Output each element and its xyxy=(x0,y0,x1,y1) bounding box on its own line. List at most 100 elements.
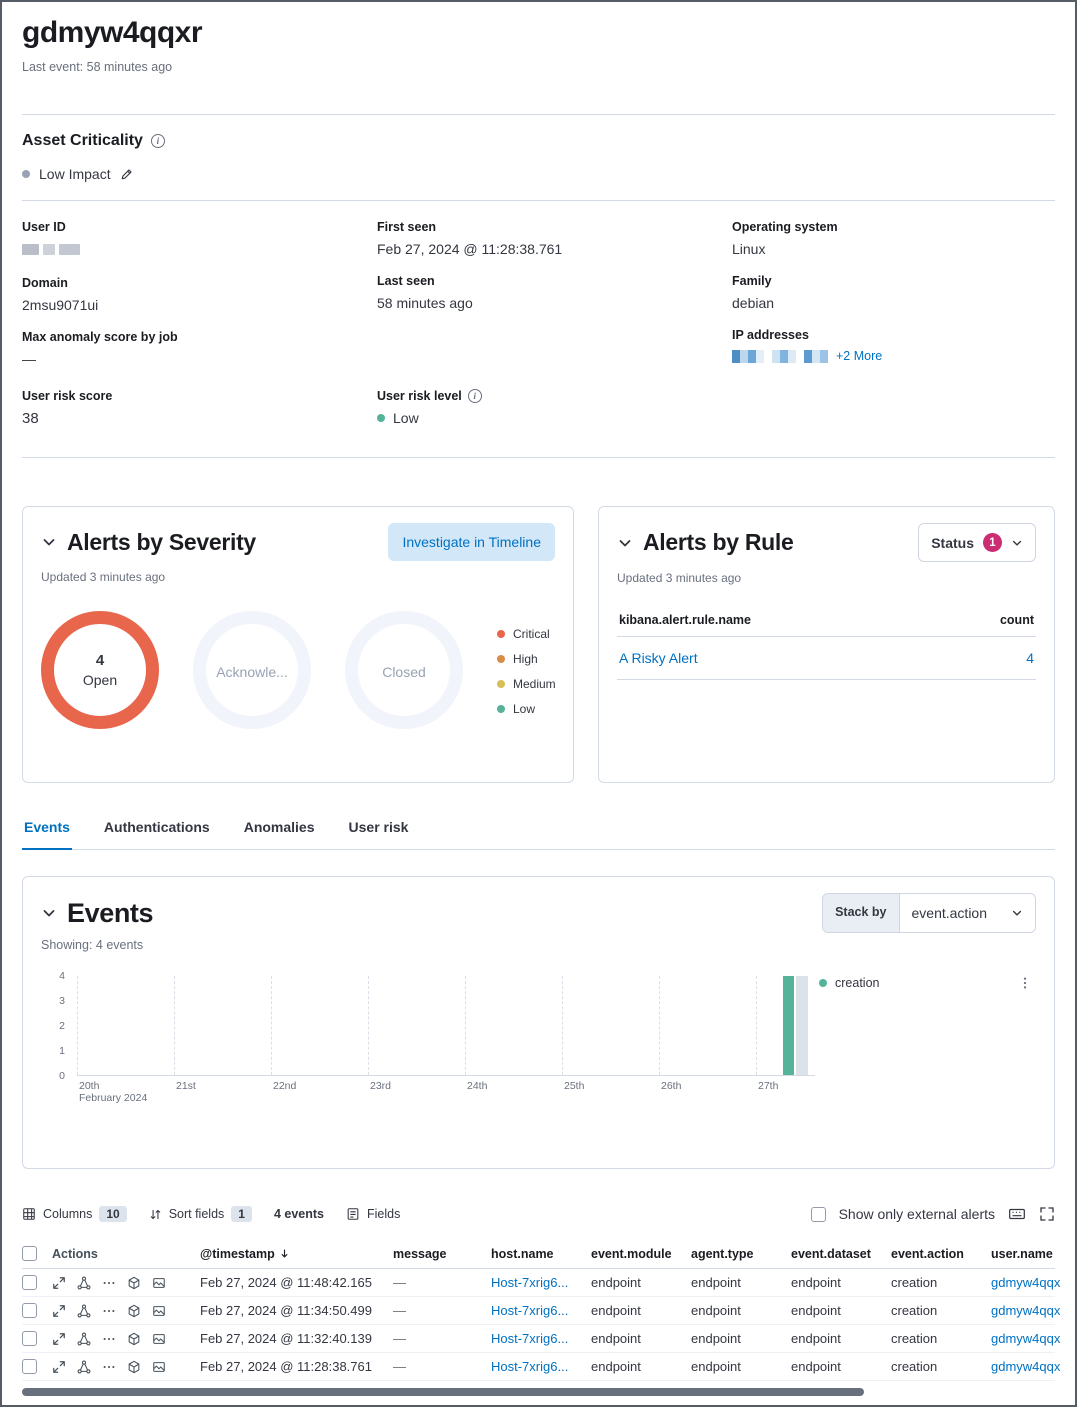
analyze-event-icon[interactable] xyxy=(77,1332,91,1346)
critical-dot-icon xyxy=(497,630,505,638)
user-column-header[interactable]: user.name xyxy=(991,1246,1053,1261)
y-tick: 2 xyxy=(59,1020,65,1032)
row-checkbox[interactable] xyxy=(22,1303,37,1318)
ip-addresses-label: IP addresses xyxy=(732,328,809,342)
ip-more-link[interactable]: +2 More xyxy=(836,349,883,363)
message-column-header[interactable]: message xyxy=(393,1246,447,1261)
investigate-in-timeline-icon[interactable] xyxy=(152,1304,166,1318)
action-column-header[interactable]: event.action xyxy=(891,1246,964,1261)
agent-type-cell: endpoint xyxy=(691,1331,741,1346)
investigate-in-timeline-button[interactable]: Investigate in Timeline xyxy=(388,523,555,561)
osquery-icon[interactable] xyxy=(127,1276,141,1290)
event-bar[interactable] xyxy=(783,976,794,1075)
keyboard-shortcuts-icon[interactable] xyxy=(1008,1205,1026,1223)
module-column-header[interactable]: event.module xyxy=(591,1246,672,1261)
tab-user-risk[interactable]: User risk xyxy=(348,819,409,835)
agent-column-header[interactable]: agent.type xyxy=(691,1246,754,1261)
y-tick: 0 xyxy=(59,1070,65,1082)
expand-event-icon[interactable] xyxy=(52,1360,66,1374)
message-cell: — xyxy=(393,1303,406,1318)
osquery-icon[interactable] xyxy=(127,1304,141,1318)
stack-by-value: event.action xyxy=(911,905,988,921)
host-name-link[interactable]: Host-7xrig6... xyxy=(491,1275,569,1290)
investigate-in-timeline-icon[interactable] xyxy=(152,1276,166,1290)
agent-type-cell: endpoint xyxy=(691,1359,741,1374)
event-module-cell: endpoint xyxy=(591,1275,641,1290)
dataset-column-header[interactable]: event.dataset xyxy=(791,1246,871,1261)
chevron-down-icon xyxy=(1011,907,1023,919)
rule-name-link[interactable]: A Risky Alert xyxy=(619,650,698,666)
more-actions-icon[interactable] xyxy=(102,1360,116,1374)
expand-event-icon[interactable] xyxy=(52,1332,66,1346)
closed-label: Closed xyxy=(382,663,426,680)
first-seen-label: First seen xyxy=(377,220,437,234)
row-checkbox[interactable] xyxy=(22,1359,37,1374)
info-icon[interactable]: i xyxy=(467,389,482,403)
external-alerts-checkbox[interactable] xyxy=(810,1206,826,1222)
osquery-icon[interactable] xyxy=(127,1360,141,1374)
sort-fields-button[interactable]: Sort fields 1 xyxy=(149,1206,252,1222)
more-actions-icon[interactable] xyxy=(102,1304,116,1318)
osquery-icon[interactable] xyxy=(127,1332,141,1346)
host-name-link[interactable]: Host-7xrig6... xyxy=(491,1331,569,1346)
timestamp-cell[interactable]: Feb 27, 2024 @ 11:48:42.165 xyxy=(200,1275,372,1290)
event-module-cell: endpoint xyxy=(591,1359,641,1374)
tab-events[interactable]: Events xyxy=(22,819,72,850)
user-name-link[interactable]: gdmyw4qqxr xyxy=(991,1331,1061,1346)
rule-count-link[interactable]: 4 xyxy=(1026,650,1034,666)
stack-by-select[interactable]: Stack by event.action xyxy=(822,893,1036,933)
x-tick: 23rd xyxy=(370,1080,392,1092)
chevron-down-icon[interactable] xyxy=(41,534,57,550)
select-all-checkbox[interactable] xyxy=(22,1246,37,1261)
host-name-link[interactable]: Host-7xrig6... xyxy=(491,1303,569,1318)
timestamp-column-header[interactable]: @timestamp xyxy=(200,1247,393,1261)
chart-legend[interactable]: creation xyxy=(819,976,879,990)
asset-criticality-value: Low Impact xyxy=(39,166,111,182)
analyze-event-icon[interactable] xyxy=(77,1360,91,1374)
chart-options-kebab-icon[interactable] xyxy=(1018,976,1032,990)
x-tick: 27th xyxy=(758,1080,779,1092)
timestamp-cell[interactable]: Feb 27, 2024 @ 11:28:38.761 xyxy=(200,1359,372,1374)
analyze-event-icon[interactable] xyxy=(77,1276,91,1290)
table-row: Feb 27, 2024 @ 11:48:42.165 — Host-7xrig… xyxy=(22,1269,1061,1297)
user-name-link[interactable]: gdmyw4qqxr xyxy=(991,1303,1061,1318)
fields-button[interactable]: Fields xyxy=(346,1207,400,1221)
expand-event-icon[interactable] xyxy=(52,1304,66,1318)
expand-event-icon[interactable] xyxy=(52,1276,66,1290)
chevron-down-icon[interactable] xyxy=(617,535,633,551)
more-actions-icon[interactable] xyxy=(102,1332,116,1346)
investigate-in-timeline-icon[interactable] xyxy=(152,1360,166,1374)
user-name-link[interactable]: gdmyw4qqxr xyxy=(991,1359,1061,1374)
info-icon[interactable]: i xyxy=(150,134,165,148)
more-actions-icon[interactable] xyxy=(102,1276,116,1290)
x-tick: 24th xyxy=(467,1080,488,1092)
user-name-link[interactable]: gdmyw4qqxr xyxy=(991,1275,1061,1290)
status-label: Status xyxy=(931,534,974,551)
edit-pencil-icon[interactable] xyxy=(120,168,133,181)
row-checkbox[interactable] xyxy=(22,1331,37,1346)
host-column-header[interactable]: host.name xyxy=(491,1246,554,1261)
os-value: Linux xyxy=(732,241,766,257)
open-alert-count: 4 xyxy=(95,652,105,669)
status-filter-dropdown[interactable]: Status 1 xyxy=(918,523,1036,562)
horizontal-scrollbar[interactable] xyxy=(22,1386,1055,1398)
investigate-in-timeline-icon[interactable] xyxy=(152,1332,166,1346)
detail-tabs: Events Authentications Anomalies User ri… xyxy=(22,819,1055,850)
event-action-cell: creation xyxy=(891,1331,938,1346)
severity-legend: Critical High Medium Low xyxy=(497,627,558,716)
chevron-down-icon[interactable] xyxy=(41,905,57,921)
alerts-by-rule-table: kibana.alert.rule.name count A Risky Ale… xyxy=(617,609,1036,680)
user-risk-score-value: 38 xyxy=(22,410,39,427)
analyze-event-icon[interactable] xyxy=(77,1304,91,1318)
timestamp-cell[interactable]: Feb 27, 2024 @ 11:34:50.499 xyxy=(200,1303,372,1318)
fullscreen-icon[interactable] xyxy=(1039,1206,1055,1222)
tab-authentications[interactable]: Authentications xyxy=(103,819,210,835)
columns-button[interactable]: Columns 10 xyxy=(22,1206,127,1222)
domain-value: 2msu9071ui xyxy=(22,297,99,313)
divider xyxy=(22,457,1055,458)
host-name-link[interactable]: Host-7xrig6... xyxy=(491,1359,569,1374)
tab-anomalies[interactable]: Anomalies xyxy=(243,819,315,835)
row-checkbox[interactable] xyxy=(22,1275,37,1290)
scrollbar-thumb[interactable] xyxy=(22,1388,864,1396)
timestamp-cell[interactable]: Feb 27, 2024 @ 11:32:40.139 xyxy=(200,1331,372,1346)
